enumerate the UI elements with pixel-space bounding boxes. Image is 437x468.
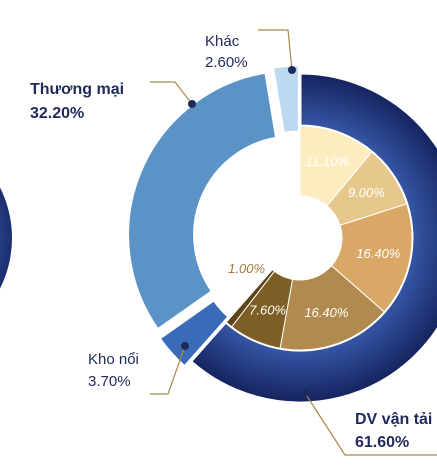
inner-value-label: 1.00% xyxy=(228,261,265,276)
leader-dot xyxy=(188,100,196,108)
leader-line xyxy=(258,29,293,71)
donut-slice xyxy=(157,297,232,369)
leader-dot xyxy=(181,342,189,350)
category-label: Kho nổi xyxy=(88,351,139,368)
category-label: Khác xyxy=(205,33,240,50)
inner-value-label: 16.40% xyxy=(356,246,400,261)
inner-slice xyxy=(225,268,276,328)
donut-slice xyxy=(270,63,301,136)
value-label: 32.20% xyxy=(30,105,84,122)
category-label: Thương mại xyxy=(30,81,124,98)
inner-slice xyxy=(330,203,413,313)
value-label: 3.70% xyxy=(88,373,131,390)
leader-dot xyxy=(301,389,309,397)
leader-line xyxy=(150,345,186,395)
leader-line xyxy=(150,81,193,105)
value-label: 61.60% xyxy=(355,434,409,451)
inner-value-label: 11.10% xyxy=(306,154,349,169)
neighbor-chart xyxy=(0,187,12,289)
value-label: 2.60% xyxy=(205,54,248,71)
inner-value-label: 7.60% xyxy=(249,303,286,318)
inner-slice xyxy=(279,264,385,351)
inner-value-label: 16.40% xyxy=(304,305,348,320)
leader-dot xyxy=(288,66,296,74)
leader-line xyxy=(304,392,437,456)
category-label: DV vận tải xyxy=(355,411,432,428)
inner-value-label: 9.00% xyxy=(348,185,385,200)
donut-slice xyxy=(126,70,279,333)
